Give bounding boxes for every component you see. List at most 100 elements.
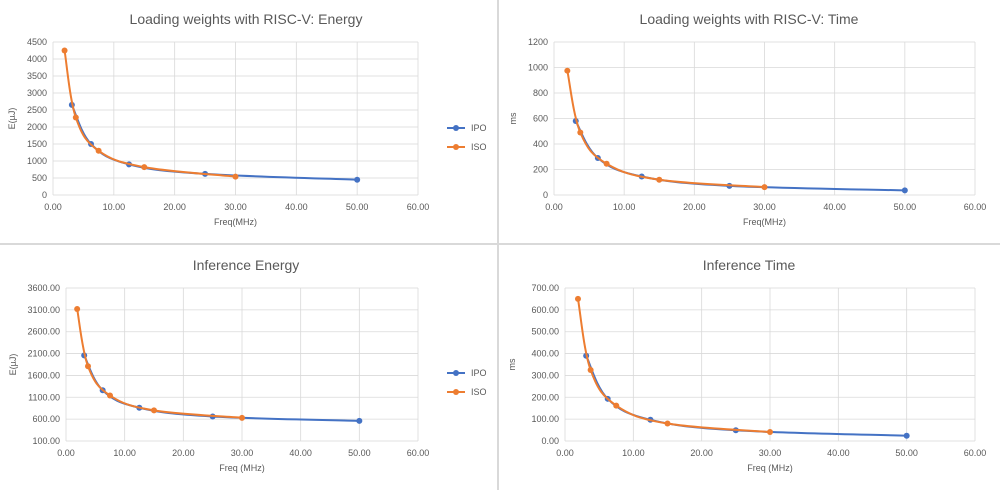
data-point-iso [664,420,671,427]
x-tick-label: 60.00 [407,202,430,212]
x-tick-label: 60.00 [964,448,987,458]
data-point-iso [587,366,594,373]
x-tick-label: 50.00 [894,202,917,212]
y-tick-label: 700.00 [531,283,559,293]
x-tick-label: 60.00 [407,448,430,458]
data-point-iso [72,114,79,121]
x-tick-label: 30.00 [759,448,782,458]
y-tick-label: 1500 [27,139,47,149]
data-point-iso [656,176,663,183]
data-point-ipo [903,432,910,439]
series-line-ipo [83,354,360,422]
y-tick-label: 1600.00 [27,370,60,380]
series-line-iso [63,50,236,178]
y-axis-label: E(µJ) [7,108,17,130]
x-axis-label: Freq (MHz) [219,463,265,473]
y-tick-label: 2500 [27,105,47,115]
legend-label-ipo: IPO [471,123,487,133]
x-tick-label: 40.00 [289,448,312,458]
y-tick-label: 1000 [27,156,47,166]
x-tick-label: 0.00 [44,202,62,212]
x-tick-label: 10.00 [113,448,136,458]
data-point-iso [564,67,571,74]
data-point-iso [107,392,113,399]
y-tick-label: 3600.00 [27,283,60,293]
y-tick-label: 500.00 [531,327,559,337]
chart-panel-loading-energy: Loading weights with RISC-V: Energy 0 500 1… [0,0,497,243]
chart-svg: Loading weights with RISC-V: Energy 0 500 1… [7,11,487,227]
y-tick-label: 4000 [27,54,47,64]
x-tick-label: 40.00 [827,448,850,458]
chart-title: Loading weights with RISC-V: Time [640,11,859,27]
x-tick-label: 30.00 [231,448,254,458]
y-tick-label: 1200 [528,37,548,47]
chart-title: Inference Energy [193,257,300,273]
chart-panel-inference-time: Inference Time 0.00 100.00 200.00 300.00 400.… [499,245,1000,490]
x-tick-label: 0.00 [556,448,574,458]
data-point-iso [574,295,581,302]
chart-panel-loading-time: Loading weights with RISC-V: Time 0 200 400… [499,0,1000,243]
data-point-iso [74,305,81,312]
data-point-iso [61,47,68,54]
data-point-iso [613,402,620,409]
series-line-iso [566,70,765,189]
y-tick-label: 200.00 [531,392,559,402]
y-tick-label: 400 [533,139,548,149]
chart-svg: Inference Time 0.00 100.00 200.00 300.00 400.… [507,257,987,473]
x-tick-label: 0.00 [545,202,563,212]
y-tick-label: 600.00 [531,305,559,315]
chart-svg: Inference Energy 100.00 600.00 1100.00 1600.… [8,257,487,473]
y-tick-label: 4500 [27,37,47,47]
y-tick-label: 0.00 [541,436,559,446]
y-tick-label: 500 [32,173,47,183]
data-point-iso [761,184,768,191]
x-tick-label: 0.00 [57,448,75,458]
vertical-divider [497,0,499,490]
y-tick-label: 3100.00 [27,305,60,315]
x-tick-label: 60.00 [964,202,987,212]
legend-marker-ipo [453,370,459,376]
chart-title: Loading weights with RISC-V: Energy [130,11,363,27]
data-point-ipo [356,417,363,424]
y-tick-label: 200 [533,165,548,175]
chart-panel-inference-energy: Inference Energy 100.00 600.00 1100.00 1600.… [0,245,497,490]
y-axis-label: ms [507,358,517,370]
x-tick-label: 30.00 [753,202,776,212]
series-line-ipo [574,120,905,192]
series-line-iso [576,298,771,434]
chart-title: Inference Time [703,257,796,273]
y-tick-label: 1000 [528,63,548,73]
data-point-iso [767,429,773,436]
legend-label-iso: ISO [471,142,487,152]
x-tick-label: 20.00 [172,448,195,458]
legend-marker-iso [453,389,459,395]
data-point-iso [95,147,102,154]
x-tick-label: 10.00 [622,448,645,458]
y-tick-label: 3000 [27,88,47,98]
y-tick-label: 600.00 [32,414,60,424]
data-point-iso [151,407,157,414]
data-point-iso [577,129,584,136]
y-tick-label: 300.00 [531,370,559,380]
y-tick-label: 100.00 [32,436,60,446]
data-point-ipo [354,176,361,183]
chart-svg: Loading weights with RISC-V: Time 0 200 400… [508,11,987,227]
y-tick-label: 3500 [27,71,47,81]
y-tick-label: 100.00 [531,414,559,424]
x-tick-label: 50.00 [895,448,918,458]
data-point-iso [141,164,148,171]
series-line-ipo [70,104,358,181]
series-line-iso [76,308,243,419]
y-tick-label: 800 [533,88,548,98]
y-axis-label: ms [508,112,518,124]
x-tick-label: 20.00 [163,202,186,212]
x-tick-label: 10.00 [103,202,126,212]
y-axis-label: E(µJ) [8,354,18,376]
x-tick-label: 40.00 [823,202,846,212]
y-tick-label: 0 [543,190,548,200]
y-tick-label: 400.00 [531,349,559,359]
data-point-iso [85,363,91,370]
y-tick-label: 2600.00 [27,327,60,337]
y-tick-label: 2100.00 [27,349,60,359]
